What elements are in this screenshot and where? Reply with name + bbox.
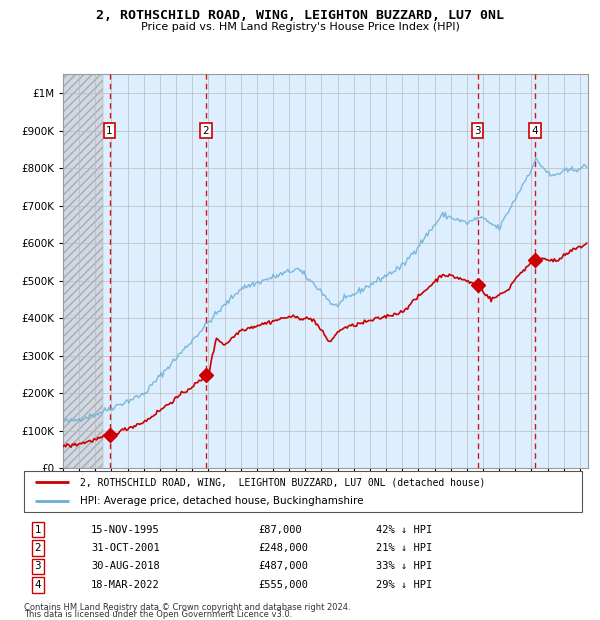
Text: £87,000: £87,000 bbox=[259, 525, 302, 534]
Bar bbox=[63, 74, 103, 468]
Text: 2: 2 bbox=[202, 126, 209, 136]
FancyBboxPatch shape bbox=[24, 471, 582, 511]
Text: 3: 3 bbox=[35, 562, 41, 572]
Text: 4: 4 bbox=[532, 126, 538, 136]
Text: 15-NOV-1995: 15-NOV-1995 bbox=[91, 525, 160, 534]
Text: 2, ROTHSCHILD ROAD, WING,  LEIGHTON BUZZARD, LU7 0NL (detached house): 2, ROTHSCHILD ROAD, WING, LEIGHTON BUZZA… bbox=[80, 477, 485, 487]
Text: 3: 3 bbox=[474, 126, 481, 136]
Text: 18-MAR-2022: 18-MAR-2022 bbox=[91, 580, 160, 590]
Text: 4: 4 bbox=[35, 580, 41, 590]
Text: 21% ↓ HPI: 21% ↓ HPI bbox=[376, 543, 432, 553]
Bar bbox=[63, 74, 103, 468]
Text: 33% ↓ HPI: 33% ↓ HPI bbox=[376, 562, 432, 572]
Text: £248,000: £248,000 bbox=[259, 543, 308, 553]
Text: £487,000: £487,000 bbox=[259, 562, 308, 572]
Text: 42% ↓ HPI: 42% ↓ HPI bbox=[376, 525, 432, 534]
Text: 29% ↓ HPI: 29% ↓ HPI bbox=[376, 580, 432, 590]
Text: Price paid vs. HM Land Registry's House Price Index (HPI): Price paid vs. HM Land Registry's House … bbox=[140, 22, 460, 32]
Text: 31-OCT-2001: 31-OCT-2001 bbox=[91, 543, 160, 553]
Text: Contains HM Land Registry data © Crown copyright and database right 2024.: Contains HM Land Registry data © Crown c… bbox=[24, 603, 350, 612]
Text: 1: 1 bbox=[35, 525, 41, 534]
Text: This data is licensed under the Open Government Licence v3.0.: This data is licensed under the Open Gov… bbox=[24, 610, 292, 619]
Text: HPI: Average price, detached house, Buckinghamshire: HPI: Average price, detached house, Buck… bbox=[80, 497, 364, 507]
Text: 30-AUG-2018: 30-AUG-2018 bbox=[91, 562, 160, 572]
Text: £555,000: £555,000 bbox=[259, 580, 308, 590]
Text: 1: 1 bbox=[106, 126, 113, 136]
Text: 2, ROTHSCHILD ROAD, WING, LEIGHTON BUZZARD, LU7 0NL: 2, ROTHSCHILD ROAD, WING, LEIGHTON BUZZA… bbox=[96, 9, 504, 22]
Text: 2: 2 bbox=[35, 543, 41, 553]
